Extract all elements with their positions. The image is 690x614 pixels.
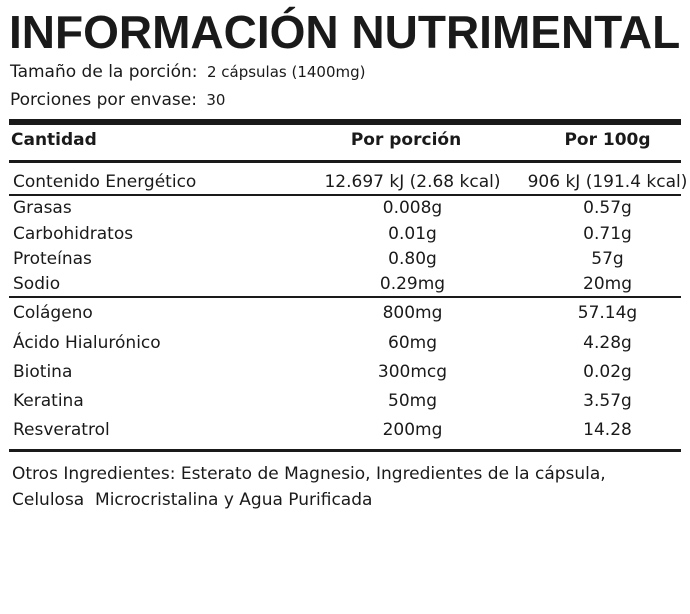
per-serving-value: 50mg bbox=[388, 391, 437, 411]
table-row: Ácido Hialurónico 60mg 4.28g bbox=[0, 331, 690, 357]
servings-per-container-value: 30 bbox=[206, 91, 226, 109]
serving-size: Tamaño de la porción: 2 cápsulas (1400mg… bbox=[10, 62, 366, 82]
per-serving-value: 0.29mg bbox=[379, 274, 446, 294]
row-divider bbox=[9, 194, 681, 196]
per-100g-value: 3.57g bbox=[583, 391, 632, 411]
nutrient-name: Biotina bbox=[13, 362, 73, 382]
per-serving-value: 800mg bbox=[382, 303, 443, 323]
per-100g-value: 0.71g bbox=[583, 224, 632, 244]
nutrient-name: Proteínas bbox=[13, 249, 92, 269]
section-divider bbox=[9, 296, 681, 298]
per-100g-value: 4.28g bbox=[583, 333, 632, 353]
servings-per-container: Porciones por envase: 30 bbox=[10, 90, 225, 110]
bottom-divider bbox=[9, 449, 681, 452]
table-row: Contenido Energético 12.697 kJ (2.68 kca… bbox=[0, 170, 690, 196]
per-serving-value: 60mg bbox=[388, 333, 437, 353]
per-serving-value: 0.01g bbox=[388, 224, 437, 244]
other-ingredients: Otros Ingredientes: Esterato de Magnesio… bbox=[12, 461, 682, 513]
per-100g-value: 20mg bbox=[583, 274, 632, 294]
nutrient-name: Resveratrol bbox=[13, 420, 110, 440]
per-100g-value: 906 kJ (191.4 kcal) bbox=[527, 172, 688, 192]
table-row: Keratina 50mg 3.57g bbox=[0, 389, 690, 415]
per-100g-value: 14.28 bbox=[583, 420, 632, 440]
nutrient-name: Grasas bbox=[13, 198, 72, 218]
table-row: Carbohidratos 0.01g 0.71g bbox=[0, 222, 690, 248]
servings-per-container-label: Porciones por envase: bbox=[10, 90, 197, 110]
table-row: Grasas 0.008g 0.57g bbox=[0, 196, 690, 222]
other-ingredients-line-2: Celulosa Microcristalina y Agua Purifica… bbox=[12, 490, 373, 510]
header-por-porcion: Por porción bbox=[350, 130, 462, 150]
table-row: Colágeno 800mg 57.14g bbox=[0, 301, 690, 327]
header-cantidad: Cantidad bbox=[11, 130, 97, 150]
nutrient-name: Sodio bbox=[13, 274, 61, 294]
per-serving-value: 0.008g bbox=[382, 198, 443, 218]
per-serving-value: 12.697 kJ (2.68 kcal) bbox=[324, 172, 501, 192]
other-ingredients-line-1: Otros Ingredientes: Esterato de Magnesio… bbox=[12, 464, 606, 484]
nutrient-name: Contenido Energético bbox=[13, 172, 197, 192]
per-100g-value: 57g bbox=[591, 249, 624, 269]
table-row: Sodio 0.29mg 20mg bbox=[0, 272, 690, 298]
per-100g-value: 57.14g bbox=[577, 303, 638, 323]
serving-size-value: 2 cápsulas (1400mg) bbox=[206, 63, 366, 81]
per-100g-value: 0.57g bbox=[583, 198, 632, 218]
table-row: Resveratrol 200mg 14.28 bbox=[0, 418, 690, 444]
header-por-100g: Por 100g bbox=[564, 130, 651, 150]
per-serving-value: 300mcg bbox=[377, 362, 448, 382]
per-serving-value: 0.80g bbox=[388, 249, 437, 269]
nutrient-name: Keratina bbox=[13, 391, 84, 411]
header-divider bbox=[9, 160, 681, 163]
per-100g-value: 0.02g bbox=[583, 362, 632, 382]
nutrient-name: Carbohidratos bbox=[13, 224, 134, 244]
nutrient-name: Colágeno bbox=[13, 303, 93, 323]
serving-size-label: Tamaño de la porción: bbox=[10, 62, 198, 82]
thick-divider-top bbox=[9, 119, 681, 125]
page-title: INFORMACIÓN NUTRIMENTAL bbox=[9, 6, 681, 58]
table-row: Proteínas 0.80g 57g bbox=[0, 247, 690, 273]
per-serving-value: 200mg bbox=[382, 420, 443, 440]
nutrient-name: Ácido Hialurónico bbox=[13, 333, 161, 353]
table-row: Biotina 300mcg 0.02g bbox=[0, 360, 690, 386]
